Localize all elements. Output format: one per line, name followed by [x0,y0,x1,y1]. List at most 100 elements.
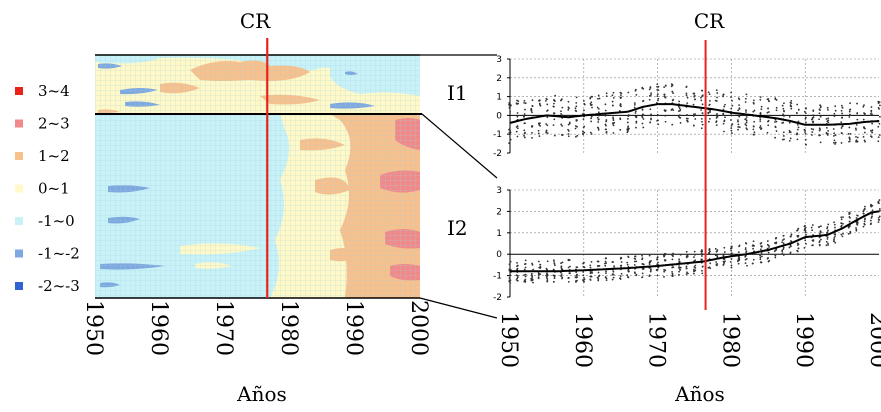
scatter-point [583,131,586,134]
scatter-point [819,238,822,241]
scatter-point [619,277,622,280]
scatter-point [663,254,665,257]
scatter-point [508,277,511,279]
scatter-point [715,120,718,123]
scatter-point [575,101,578,104]
scatter-point [751,262,754,265]
line-x-axis-label: Años [674,382,725,406]
scatter-point [783,102,785,105]
scatter-point [664,269,667,272]
scatter-point [581,130,584,133]
scatter-point [834,143,836,145]
scatter-point [677,266,680,269]
scatter-point [569,265,571,268]
scatter-point [789,101,792,104]
scatter-point [619,128,622,131]
scatter-point [708,93,711,95]
scatter-point [840,216,843,219]
scatter-point [634,112,637,114]
scatter-point [744,248,747,251]
scatter-point [568,121,571,124]
scatter-point [574,107,577,110]
scatter-point [737,257,740,260]
scatter-point [833,238,835,241]
scatter-point [575,96,578,99]
scatter-point [855,228,858,231]
scatter-point [598,114,600,117]
scatter-point [818,108,821,111]
scatter-point [613,121,616,124]
scatter-point [508,102,511,104]
scatter-point [642,87,645,90]
panel-label-i2: I2 [447,216,468,240]
scatter-point [849,133,852,135]
scatter-point [856,214,858,217]
legend-swatch [15,217,23,225]
scatter-point [619,118,622,121]
scatter-point [694,118,697,120]
scatter-point [759,254,762,257]
scatter-point [634,255,637,258]
scatter-point [508,104,511,107]
scatter-point [701,120,703,123]
scatter-point [516,261,518,264]
scatter-point [670,85,673,88]
scatter-point [693,92,696,95]
scatter-point [745,127,748,130]
scatter-point [701,123,704,126]
scatter-point [663,259,666,261]
y-tick-label: 0 [496,250,502,260]
scatter-point [537,277,540,280]
scatter-point [819,141,822,144]
scatter-point [567,135,570,138]
scatter-point [641,108,644,111]
scatter-point [538,135,541,137]
scatter-point [841,106,844,109]
mean-line [510,210,880,273]
scatter-point [818,134,821,137]
scatter-point [723,119,726,122]
scatter-point [633,257,636,260]
scatter-point [509,130,512,132]
scatter-point [751,244,754,247]
scatter-point [840,233,843,236]
scatter-point [598,274,601,277]
scatter-point [583,103,586,106]
scatter-point [694,264,697,267]
scatter-point [693,250,696,253]
scatter-point [833,236,836,239]
scatter-point [797,235,799,238]
scatter-point [869,204,872,207]
scatter-point [775,109,778,112]
scatter-point [723,253,726,256]
scatter-point [709,117,711,120]
scatter-point [677,110,680,113]
scatter-point [656,256,659,258]
scatter-point [753,109,756,112]
scatter-point [796,128,799,131]
scatter-point [722,112,725,115]
scatter-point [589,270,592,273]
scatter-point [567,108,570,111]
scatter-point [709,250,711,253]
scatter-point [775,99,778,101]
scatter-point [827,119,830,122]
scatter-point [612,276,615,279]
scatter-point [635,126,637,129]
scatter-point [508,142,511,145]
scatter-point [847,232,850,235]
scatter-point [560,265,563,268]
scatter-point [604,123,607,126]
scatter-point [716,116,719,118]
scatter-point [854,127,857,130]
scatter-point [531,125,534,128]
scatter-point [753,120,756,123]
scatter-point [524,275,527,278]
scatter-point [679,122,682,124]
scatter-point [862,210,865,213]
scatter-point [840,218,843,221]
cr-title-left: CR [240,9,271,33]
scatter-point [685,250,688,253]
scatter-point [663,270,666,273]
scatter-point [552,124,555,127]
